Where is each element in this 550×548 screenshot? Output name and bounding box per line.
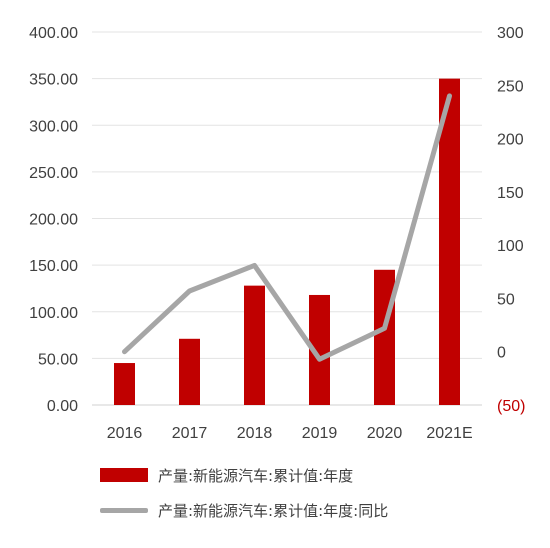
left-tick-label: 200.00 — [29, 212, 78, 229]
legend-label-line: 产量:新能源汽车:累计值:年度:同比 — [158, 501, 389, 520]
left-tick-label: 250.00 — [29, 165, 78, 182]
left-axis-ticks: 0.00 50.00 100.00 150.00 200.00 250.00 300.00 3… — [29, 25, 78, 415]
x-axis-ticks: 2016 2017 2018 2019 2020 2021E — [107, 425, 473, 442]
x-tick-label: 2016 — [107, 425, 143, 442]
bar-2019 — [309, 294, 330, 405]
legend-swatch-line — [100, 507, 148, 513]
right-tick-label: 300 — [497, 25, 524, 42]
left-tick-label: 150.00 — [29, 258, 78, 275]
left-tick-label: 100.00 — [29, 305, 78, 322]
left-tick-label: 300.00 — [29, 118, 78, 135]
x-tick-label: 2020 — [367, 425, 403, 442]
x-tick-label: 2021E — [426, 425, 472, 442]
legend-label-bar: 产量:新能源汽车:累计值:年度 — [158, 466, 354, 485]
right-tick-label: 200 — [497, 132, 524, 149]
right-tick-label: (50) — [497, 398, 525, 415]
bar-2016 — [114, 363, 135, 405]
bar-2018 — [244, 285, 265, 405]
left-tick-label: 350.00 — [29, 72, 78, 89]
x-tick-label: 2017 — [172, 425, 208, 442]
legend-item-line: 产量:新能源汽车:累计值:年度:同比 — [100, 497, 540, 523]
legend-swatch-bar — [100, 468, 148, 482]
line-series — [122, 93, 452, 362]
left-tick-label: 50.00 — [38, 351, 78, 368]
legend-item-bar: 产量:新能源汽车:累计值:年度 — [100, 462, 540, 488]
x-tick-label: 2018 — [237, 425, 273, 442]
yoy-line — [122, 93, 452, 362]
left-tick-label: 0.00 — [47, 398, 78, 415]
bar-2017 — [179, 338, 200, 405]
right-axis-ticks: (50) 0 50 100 150 200 250 300 — [497, 25, 525, 415]
right-tick-label: 0 — [497, 345, 506, 362]
right-tick-label: 250 — [497, 78, 524, 95]
right-tick-label: 100 — [497, 238, 524, 255]
bar-2020 — [374, 269, 395, 405]
left-tick-label: 400.00 — [29, 25, 78, 42]
gridlines — [92, 31, 482, 406]
x-tick-label: 2019 — [302, 425, 338, 442]
right-tick-label: 150 — [497, 185, 524, 202]
right-tick-label: 50 — [497, 291, 515, 308]
bar-2021E — [439, 78, 460, 405]
